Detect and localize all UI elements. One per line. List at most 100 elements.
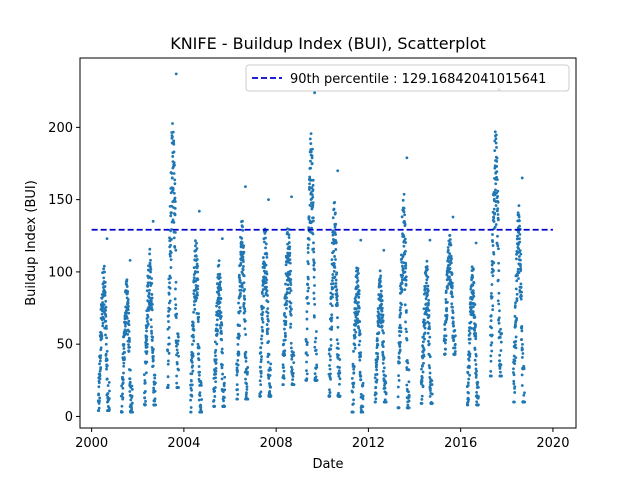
data-point bbox=[311, 178, 315, 182]
data-point bbox=[328, 390, 332, 394]
data-point bbox=[475, 391, 479, 394]
data-point bbox=[446, 246, 450, 249]
data-point bbox=[495, 175, 498, 179]
data-point bbox=[198, 370, 202, 374]
data-point bbox=[173, 213, 177, 217]
data-point bbox=[197, 312, 200, 316]
data-point bbox=[241, 228, 245, 232]
data-point bbox=[289, 346, 293, 350]
data-point bbox=[453, 329, 457, 332]
data-point bbox=[218, 282, 222, 286]
data-point bbox=[397, 374, 400, 378]
data-point bbox=[244, 359, 248, 363]
data-point bbox=[358, 339, 362, 343]
data-point bbox=[474, 241, 478, 245]
data-point bbox=[473, 358, 477, 362]
data-point bbox=[197, 365, 201, 368]
data-point bbox=[214, 361, 218, 365]
data-point bbox=[420, 402, 424, 405]
data-point bbox=[150, 296, 154, 300]
data-point bbox=[213, 340, 217, 344]
data-point bbox=[192, 328, 196, 332]
data-point bbox=[195, 241, 198, 245]
data-point bbox=[311, 205, 314, 209]
data-point bbox=[282, 369, 286, 373]
data-point bbox=[194, 254, 198, 258]
data-point bbox=[427, 322, 431, 325]
data-point bbox=[496, 218, 500, 222]
data-point bbox=[269, 368, 272, 372]
data-point bbox=[334, 211, 337, 215]
data-point bbox=[290, 307, 293, 311]
data-point bbox=[306, 251, 310, 254]
data-point bbox=[426, 275, 430, 279]
data-point bbox=[328, 364, 331, 367]
data-point bbox=[221, 351, 224, 355]
data-point bbox=[497, 321, 501, 325]
data-point bbox=[311, 232, 315, 236]
data-point bbox=[519, 297, 523, 301]
data-point bbox=[241, 268, 245, 272]
data-point bbox=[127, 305, 130, 308]
data-point bbox=[147, 292, 151, 295]
x-axis-title: Date bbox=[312, 457, 343, 472]
data-point bbox=[128, 380, 132, 384]
data-point bbox=[355, 307, 358, 311]
data-point bbox=[214, 358, 218, 362]
data-point bbox=[148, 252, 152, 256]
data-point bbox=[151, 219, 155, 223]
data-point bbox=[153, 376, 157, 380]
data-point bbox=[143, 379, 147, 382]
data-point bbox=[518, 237, 521, 241]
data-point bbox=[405, 156, 409, 160]
data-point bbox=[493, 166, 497, 170]
data-point bbox=[404, 261, 408, 265]
data-point bbox=[310, 226, 313, 230]
data-point bbox=[97, 392, 101, 396]
data-point bbox=[261, 310, 265, 314]
data-point bbox=[238, 334, 241, 338]
data-point bbox=[172, 139, 176, 143]
data-point bbox=[330, 316, 334, 320]
data-point bbox=[489, 374, 493, 378]
data-point bbox=[243, 307, 247, 311]
data-point bbox=[169, 258, 173, 261]
data-point bbox=[128, 340, 131, 343]
data-point bbox=[357, 300, 360, 304]
data-point bbox=[443, 327, 447, 331]
data-point bbox=[491, 233, 494, 236]
data-point bbox=[328, 354, 332, 358]
data-point bbox=[353, 346, 357, 350]
data-point bbox=[223, 381, 226, 385]
data-point bbox=[122, 361, 126, 365]
data-point bbox=[423, 287, 427, 291]
data-point bbox=[104, 305, 108, 309]
data-point bbox=[168, 254, 172, 258]
data-point bbox=[193, 270, 197, 273]
data-point bbox=[495, 156, 499, 160]
data-point bbox=[405, 338, 409, 342]
data-point bbox=[403, 288, 407, 292]
data-point bbox=[97, 409, 101, 413]
data-point bbox=[237, 337, 241, 340]
data-point bbox=[217, 289, 221, 293]
data-point bbox=[378, 279, 382, 283]
data-point bbox=[449, 254, 453, 258]
data-point bbox=[313, 372, 317, 376]
data-point bbox=[423, 331, 427, 335]
data-point bbox=[246, 366, 250, 369]
data-point bbox=[259, 351, 263, 354]
data-point bbox=[288, 291, 291, 295]
data-point bbox=[384, 374, 387, 378]
data-point bbox=[190, 388, 193, 392]
data-point bbox=[107, 397, 111, 400]
data-point bbox=[446, 248, 450, 252]
data-point bbox=[99, 366, 103, 369]
data-point bbox=[331, 293, 335, 296]
data-point bbox=[122, 343, 126, 346]
data-point bbox=[361, 397, 365, 401]
data-point bbox=[396, 395, 400, 399]
data-point bbox=[331, 216, 335, 220]
data-point bbox=[383, 386, 387, 390]
data-point bbox=[425, 259, 429, 263]
